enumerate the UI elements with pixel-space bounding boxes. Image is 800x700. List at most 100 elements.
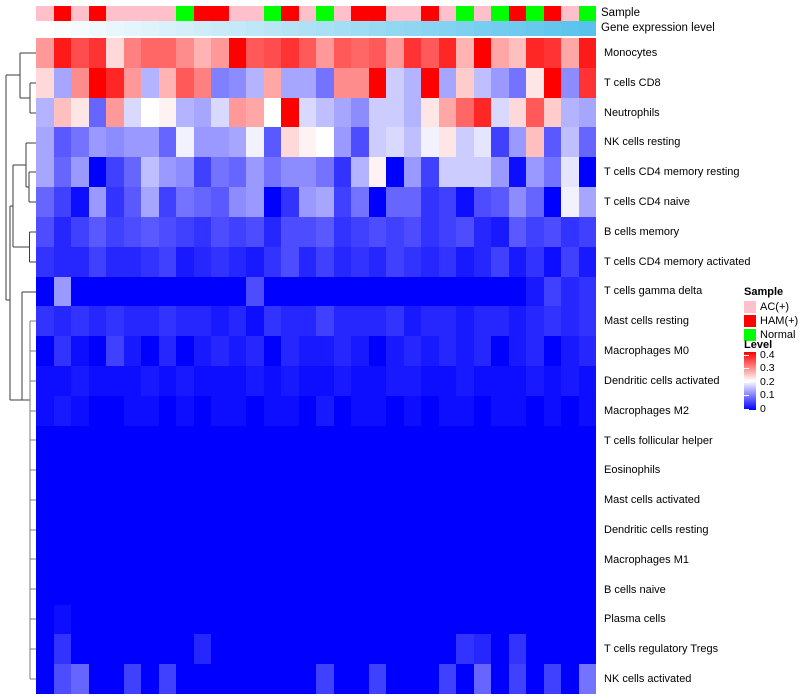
heatmap-cell [176,246,194,277]
heatmap-cell [508,97,526,128]
heatmap-cell [88,425,106,456]
heatmap-cell [438,366,456,396]
heatmap-cell [578,664,596,694]
heatmap-cell [456,634,474,665]
heatmap-cell [508,604,526,635]
sample-annotation-cell [36,6,54,21]
heatmap-cell [123,336,141,366]
heatmap-cell [88,276,106,307]
heatmap-cell [386,574,404,605]
gene-expression-cell [53,20,71,36]
heatmap-cell [403,544,421,575]
legend-swatch [744,328,756,341]
sample-annotation-cell [193,6,211,21]
heatmap-cell [158,336,176,366]
heatmap-cell [578,544,596,575]
gene-expression-cell [456,20,474,36]
heatmap-cell [403,127,421,158]
legend-item: HAM(+) [744,314,798,327]
heatmap-cell [228,604,246,635]
heatmap-cell [508,664,526,694]
heatmap-cell [141,366,159,396]
heatmap-cell [578,187,596,217]
heatmap-cell [316,276,334,307]
heatmap-cell [316,544,334,575]
heatmap-cell [368,544,386,575]
heatmap-cell [333,604,351,635]
heatmap-cell [456,127,474,158]
heatmap-cell [543,485,561,516]
heatmap-cell [561,366,579,396]
sample-annotation-cell [88,6,106,21]
colorbar-tick-label: 0.1 [760,389,775,401]
heatmap-cell [421,246,439,277]
heatmap-cell [246,67,264,98]
gene-expression-cell [403,20,421,36]
heatmap-cell [473,395,491,426]
heatmap-cell [438,187,456,217]
heatmap-cell [316,97,334,128]
heatmap-cell [421,276,439,307]
heatmap-cell [438,664,456,694]
heatmap-cell [263,67,281,98]
gene-expression-cell [368,20,386,36]
heatmap-cell [351,216,369,247]
heatmap-cell [246,216,264,247]
heatmap-cell [141,306,159,337]
heatmap-cell [158,276,176,307]
heatmap-cell [561,246,579,277]
heatmap-cell [106,634,124,665]
heatmap-cell [368,67,386,98]
heatmap-cell [543,246,561,277]
heatmap-cell [351,67,369,98]
heatmap-cell [193,544,211,575]
heatmap-cell [316,127,334,158]
heatmap-cell [526,127,544,158]
heatmap-cell [473,366,491,396]
heatmap-cell [193,157,211,188]
row-label: Macrophages M0 [604,345,689,358]
heatmap-cell [403,67,421,98]
heatmap-cell [88,216,106,247]
heatmap-cell [543,515,561,545]
row-label: T cells CD4 memory resting [604,166,740,179]
gene-expression-cell [438,20,456,36]
sample-annotation-cell [158,6,176,21]
heatmap-cell [473,664,491,694]
heatmap-cell [351,366,369,396]
heatmap-cell [71,455,89,486]
heatmap-cell [438,395,456,426]
heatmap-cell [456,395,474,426]
heatmap-cell [176,127,194,158]
heatmap-cell [491,306,509,337]
heatmap-cell [456,336,474,366]
heatmap-cell [543,395,561,426]
heatmap-cell [473,544,491,575]
heatmap-cell [158,455,176,486]
heatmap-cell [368,634,386,665]
row-label: T cells CD8 [604,76,661,89]
heatmap-cell [333,395,351,426]
sample-annotation-cell [456,6,474,21]
gene-expression-cell [176,20,194,36]
gene-expression-cell [543,20,561,36]
heatmap-cell [456,38,474,68]
heatmap-cell [158,604,176,635]
heatmap-cell [438,425,456,456]
heatmap-cell [508,216,526,247]
heatmap-cell [386,336,404,366]
heatmap-cell [316,157,334,188]
heatmap-cell [246,336,264,366]
heatmap-cell [281,455,299,486]
heatmap-cell [543,97,561,128]
colorbar-tick-mark [744,395,749,396]
sample-annotation-cell [403,6,421,21]
heatmap-cell [473,634,491,665]
heatmap-cell [526,157,544,188]
heatmap-cell [263,216,281,247]
heatmap-cell [106,276,124,307]
heatmap-cell [473,127,491,158]
heatmap-cell [298,425,316,456]
heatmap-cell [298,276,316,307]
